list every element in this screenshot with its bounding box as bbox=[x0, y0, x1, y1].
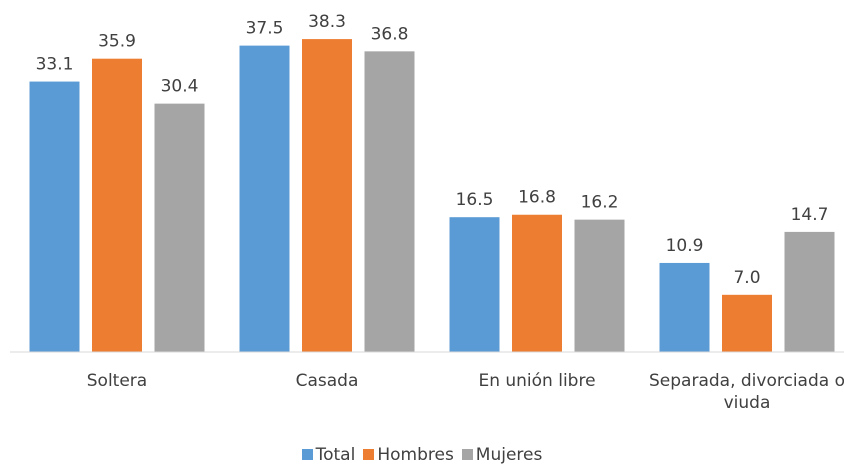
legend-item: Mujeres bbox=[461, 445, 543, 465]
bar bbox=[364, 51, 415, 353]
bar bbox=[92, 58, 142, 353]
bar bbox=[239, 45, 290, 352]
x-tick-label: Separada, divorciada o viuda bbox=[649, 371, 844, 413]
data-label: 33.1 bbox=[36, 55, 74, 75]
legend-swatch bbox=[461, 449, 473, 460]
data-label: 30.4 bbox=[161, 77, 199, 97]
legend-item: Hombres bbox=[363, 445, 454, 465]
data-label: 7.0 bbox=[733, 268, 760, 288]
data-label: 10.9 bbox=[666, 236, 704, 256]
x-tick-label: Soltera bbox=[86, 371, 148, 391]
data-label: 16.2 bbox=[581, 193, 619, 213]
legend-label: Hombres bbox=[377, 445, 454, 465]
bar bbox=[659, 262, 710, 352]
bar bbox=[29, 81, 80, 352]
data-label: 14.7 bbox=[791, 205, 829, 225]
legend-swatch bbox=[301, 449, 313, 460]
legend-label: Mujeres bbox=[475, 445, 543, 465]
data-label: 38.3 bbox=[308, 12, 346, 32]
legend-item: Total bbox=[301, 445, 356, 465]
bar bbox=[722, 294, 772, 352]
bar bbox=[449, 217, 500, 352]
data-label: 16.8 bbox=[518, 188, 556, 208]
data-label: 36.8 bbox=[371, 24, 409, 44]
plot: 33.1 35.9 30.4 37.5 38.3 36.8 16.5 16.8 16.2 10.9… bbox=[10, 12, 844, 353]
legend-label: Total bbox=[315, 445, 356, 465]
x-tick-label: En unión libre bbox=[478, 371, 596, 391]
x-tick-label: Casada bbox=[295, 371, 359, 391]
data-label: 16.5 bbox=[456, 190, 494, 210]
data-label: 37.5 bbox=[246, 19, 284, 39]
legend-swatch bbox=[363, 449, 375, 460]
bar bbox=[302, 39, 352, 353]
bar bbox=[512, 214, 562, 352]
bar bbox=[574, 219, 625, 352]
bar bbox=[784, 231, 835, 352]
bar bbox=[154, 103, 205, 353]
data-label: 35.9 bbox=[98, 32, 136, 52]
legend: Total Hombres Mujeres bbox=[0, 445, 844, 465]
